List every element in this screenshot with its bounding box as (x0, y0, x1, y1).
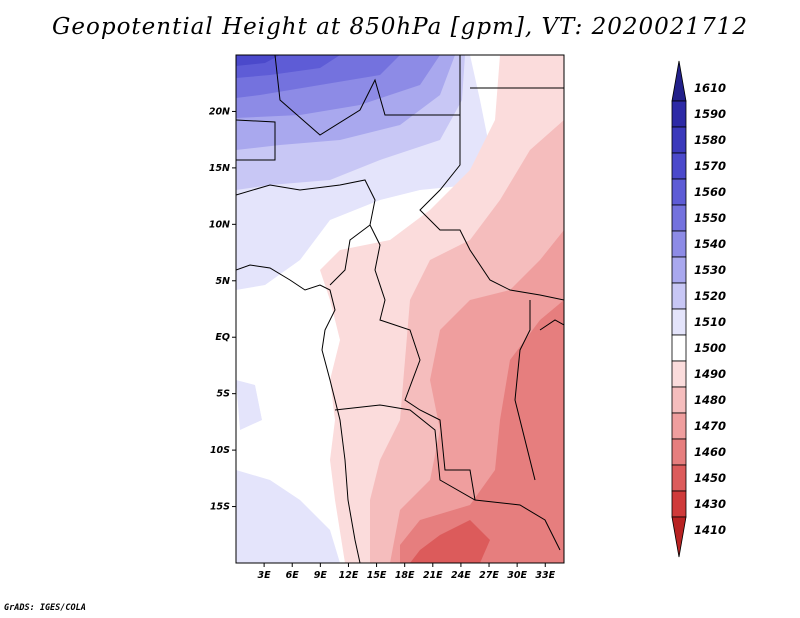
colorbar-swatch (671, 334, 687, 362)
colorbar-label: 1570 (694, 159, 726, 173)
colorbar-label: 1610 (694, 81, 726, 95)
colorbar-swatch (671, 464, 687, 492)
map-frame (235, 54, 565, 564)
colorbar-swatch (671, 230, 687, 258)
colorbar-swatch (671, 360, 687, 388)
colorbar-swatch (671, 126, 687, 154)
lat-tick-label: 20N (209, 106, 230, 117)
colorbar: 1610 1590 1580 1570 1560 1550 1540 1530 1520 1510… (671, 60, 726, 558)
colorbar-swatch (671, 412, 687, 440)
lon-tick-label: 3E (258, 570, 272, 581)
grads-credit: GrADS: IGES/COLA (4, 603, 86, 613)
colorbar-swatch (671, 308, 687, 336)
colorbar-swatch (671, 282, 687, 310)
colorbar-swatch (671, 178, 687, 206)
height-field (236, 55, 564, 563)
colorbar-swatch (671, 152, 687, 180)
lon-tick-label: 30E (507, 570, 527, 581)
colorbar-label: 1470 (694, 419, 726, 433)
colorbar-label: 1480 (694, 393, 726, 407)
lon-tick-label: 15E (367, 570, 387, 581)
colorbar-swatch (671, 386, 687, 414)
latitude-axis: 20N 15N 10N 5N EQ 5S 10S 15S (209, 106, 236, 513)
colorbar-label: 1530 (694, 263, 726, 277)
lat-tick-label: EQ (215, 332, 230, 343)
colorbar-label: 1540 (694, 237, 726, 251)
lon-tick-label: 24E (451, 570, 471, 581)
coastlines-borders (236, 55, 564, 563)
colorbar-label: 1580 (694, 133, 726, 147)
colorbar-label: 1560 (694, 185, 726, 199)
lon-tick-label: 6E (286, 570, 300, 581)
map-title: Geopotential Height at 850hPa [gpm], VT:… (52, 14, 748, 40)
lat-tick-label: 15S (210, 502, 230, 513)
colorbar-swatch (671, 490, 687, 518)
colorbar-swatch (671, 204, 687, 232)
colorbar-label: 1460 (694, 445, 726, 459)
lon-tick-label: 18E (395, 570, 415, 581)
lat-tick-label: 10S (210, 445, 230, 456)
lat-tick-label: 10N (209, 219, 230, 230)
lon-tick-label: 33E (535, 570, 555, 581)
lon-tick-label: 27E (479, 570, 499, 581)
colorbar-label: 1520 (694, 289, 726, 303)
lat-tick-label: 15N (209, 163, 230, 174)
colorbar-swatch (671, 100, 687, 128)
colorbar-label: 1550 (694, 211, 726, 225)
colorbar-swatch (671, 438, 687, 466)
colorbar-label: 1500 (694, 341, 726, 355)
colorbar-label: 1510 (694, 315, 726, 329)
colorbar-label: 1450 (694, 471, 726, 485)
lon-tick-label: 21E (423, 570, 443, 581)
longitude-axis: 3E 6E 9E 12E 15E 18E 21E 24E 27E 30E 33E (258, 563, 556, 581)
colorbar-label: 1590 (694, 107, 726, 121)
colorbar-swatch (671, 256, 687, 284)
lon-tick-label: 9E (314, 570, 328, 581)
colorbar-label: 1410 (694, 523, 726, 537)
colorbar-swatch (671, 60, 687, 102)
colorbar-label: 1430 (694, 497, 726, 511)
lon-tick-label: 12E (339, 570, 359, 581)
colorbar-swatch (671, 516, 687, 558)
lat-tick-label: 5N (215, 276, 230, 287)
colorbar-label: 1490 (694, 367, 726, 381)
lat-tick-label: 5S (217, 389, 231, 400)
